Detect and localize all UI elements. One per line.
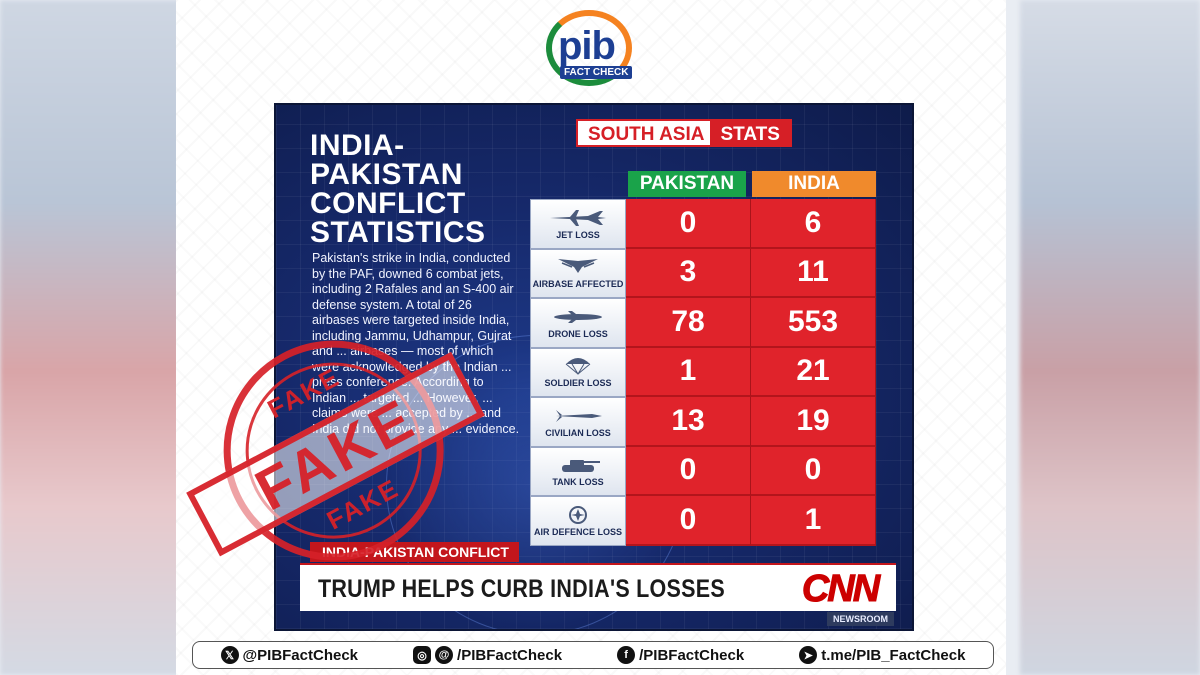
row-label-cell: JET LOSS	[530, 199, 626, 249]
x-icon: 𝕏	[220, 646, 239, 664]
logo-ring-icon	[546, 10, 632, 86]
missile-icon	[556, 409, 602, 422]
row-label: SOLDIER LOSS	[544, 378, 612, 389]
row-label: DRONE LOSS	[548, 328, 608, 339]
pakistan-value: 13	[626, 397, 751, 447]
social-handle: /PIBFactCheck	[457, 646, 563, 664]
table-row: SOLDIER LOSS 1 21	[530, 347, 876, 397]
graphic-title: INDIA- PAKISTAN CONFLICT STATISTICS	[310, 129, 540, 249]
news-graphic: INDIA- PAKISTAN CONFLICT STATISTICS Paki…	[274, 103, 914, 631]
ticker-tag: INDIA-PAKISTAN CONFLICT	[310, 542, 519, 562]
stats-table: JET LOSS 0 6 AIRBASE AFFECTED 3 11	[530, 199, 876, 546]
pakistan-value: 0	[626, 446, 751, 496]
graphic-body-text: Pakistan's strike in India, conducted by…	[312, 251, 520, 436]
column-header-pakistan: PAKISTAN	[628, 171, 746, 197]
pakistan-value: 1	[626, 347, 751, 397]
pakistan-value: 0	[626, 496, 751, 546]
india-value: 6	[751, 199, 876, 249]
south-asia-stats-badge: SOUTH ASIA STATS	[576, 119, 792, 147]
threads-icon: @	[435, 646, 454, 664]
pakistan-value: 78	[626, 298, 751, 348]
social-link-telegram[interactable]: ➤ t.me/PIB_FactCheck	[799, 646, 965, 664]
logo-fact-check-text: FACT CHECK	[560, 66, 633, 79]
jet-icon	[550, 209, 606, 226]
pib-fact-check-logo: pib FACT CHECK	[540, 10, 640, 88]
row-label-cell: AIR DEFENCE LOSS	[530, 496, 626, 546]
row-label: TANK LOSS	[552, 477, 604, 488]
pakistan-value: 0	[626, 199, 751, 249]
table-row: DRONE LOSS 78 553	[530, 298, 876, 348]
table-row: JET LOSS 0 6	[530, 199, 876, 249]
title-line: CONFLICT	[310, 187, 466, 220]
row-label: CIVILIAN LOSS	[545, 427, 611, 438]
social-handle: /PIBFactCheck	[639, 646, 745, 664]
india-value: 21	[751, 347, 876, 397]
row-label: JET LOSS	[556, 229, 600, 240]
social-handle: t.me/PIB_FactCheck	[821, 646, 966, 664]
ticker-headline: TRUMP HELPS CURB INDIA'S LOSSES	[318, 575, 725, 603]
drone-icon	[554, 310, 602, 323]
newsroom-label: NEWSROOM	[827, 612, 894, 626]
social-link-x[interactable]: 𝕏 @PIBFactCheck	[220, 646, 359, 664]
social-footer-bar: 𝕏 @PIBFactCheck ◎ @ /PIBFactCheck f /PIB…	[192, 641, 994, 669]
row-label-cell: CIVILIAN LOSS	[530, 397, 626, 447]
logo-pib-text: pib	[558, 24, 616, 68]
table-row: AIRBASE AFFECTED 3 11	[530, 248, 876, 298]
social-link-facebook[interactable]: f /PIBFactCheck	[617, 646, 744, 664]
row-label-cell: DRONE LOSS	[530, 298, 626, 348]
row-label-cell: TANK LOSS	[530, 446, 626, 496]
telegram-icon: ➤	[799, 646, 818, 664]
india-value: 19	[751, 397, 876, 447]
badge-right-text: STATS	[710, 119, 792, 147]
india-value: 0	[751, 446, 876, 496]
social-handle: @PIBFactCheck	[242, 646, 359, 664]
column-header-india: INDIA	[752, 171, 876, 197]
row-label-cell: SOLDIER LOSS	[530, 347, 626, 397]
india-value: 11	[751, 248, 876, 298]
tank-icon	[562, 460, 600, 473]
pakistan-value: 3	[626, 248, 751, 298]
facebook-icon: f	[617, 646, 636, 664]
air-defence-icon	[569, 505, 587, 524]
cnn-logo: CNN	[792, 567, 888, 610]
title-line: PAKISTAN	[310, 158, 463, 191]
table-row: AIR DEFENCE LOSS 0 1	[530, 496, 876, 546]
cnn-logo-text: CNN	[801, 567, 880, 610]
blurred-backdrop-left	[0, 0, 180, 675]
blurred-backdrop-right	[1020, 0, 1200, 675]
instagram-icon: ◎	[413, 646, 432, 664]
title-line: STATISTICS	[310, 216, 486, 249]
india-value: 1	[751, 496, 876, 546]
badge-left-text: SOUTH ASIA	[576, 119, 711, 147]
india-value: 553	[751, 298, 876, 348]
news-ticker: TRUMP HELPS CURB INDIA'S LOSSES CNN	[300, 563, 896, 611]
row-label: AIR DEFENCE LOSS	[533, 526, 622, 537]
row-label-cell: AIRBASE AFFECTED	[530, 248, 626, 298]
table-row: CIVILIAN LOSS 13 19	[530, 397, 876, 447]
table-row: TANK LOSS 0 0	[530, 446, 876, 496]
airbase-icon	[558, 259, 598, 274]
parachute-icon	[565, 358, 591, 376]
row-label: AIRBASE AFFECTED	[532, 279, 624, 290]
title-line: INDIA-	[310, 129, 405, 162]
social-link-instagram-threads[interactable]: ◎ @ /PIBFactCheck	[413, 646, 562, 664]
